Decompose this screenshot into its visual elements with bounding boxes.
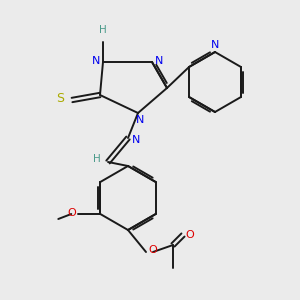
Text: N: N xyxy=(136,115,144,125)
Text: N: N xyxy=(92,56,100,66)
Text: H: H xyxy=(99,25,107,35)
Text: N: N xyxy=(132,135,140,145)
Text: O: O xyxy=(186,230,194,240)
Text: H: H xyxy=(93,154,101,164)
Text: S: S xyxy=(56,92,64,106)
Text: O: O xyxy=(67,208,76,218)
Text: O: O xyxy=(148,245,158,255)
Text: N: N xyxy=(211,40,219,50)
Text: N: N xyxy=(155,56,163,66)
